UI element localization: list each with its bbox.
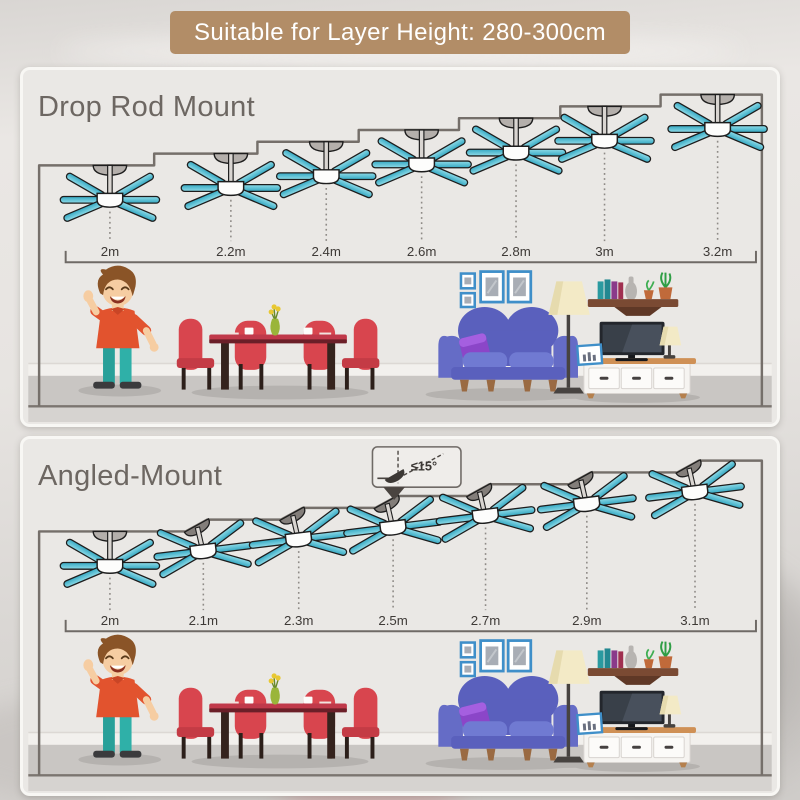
ceiling-fan	[668, 95, 767, 152]
height-guide-lines	[109, 503, 696, 611]
drop-rod-illustration: 2m 2.2m 2.4m 2.6m 2.8m 3m 3.2m	[23, 93, 777, 424]
ceiling-fan	[372, 130, 471, 187]
angle-callout: ≤15°	[371, 446, 462, 500]
ceiling-fan	[534, 470, 639, 532]
ceiling-fan	[340, 494, 445, 556]
measure-bracket	[64, 619, 757, 633]
ceiling-fan	[433, 482, 538, 544]
living-room-scene	[28, 266, 771, 422]
measurement-label: 2.7m	[471, 613, 501, 628]
panel-drop-rod-mount: Drop Rod Mount	[20, 67, 780, 427]
living-room-scene	[28, 635, 771, 791]
measurement-labels: 2m 2.1m 2.3m 2.5m 2.7m 2.9m 3.1m	[101, 613, 710, 628]
height-guide-lines	[109, 140, 719, 242]
callout-pointer	[383, 487, 405, 500]
ceiling-fan	[277, 142, 376, 199]
ceiling-fan	[151, 518, 256, 580]
angle-label: ≤15°	[411, 458, 437, 473]
measurement-label: 2.2m	[216, 244, 246, 259]
ceiling-fan	[246, 506, 351, 568]
measurement-label: 2m	[101, 613, 119, 628]
measurement-label: 3m	[595, 244, 613, 259]
panel-title: Drop Rod Mount	[38, 91, 255, 123]
measurement-label: 2.1m	[189, 613, 219, 628]
panel-title: Angled-Mount	[38, 460, 223, 492]
measurement-label: 2.9m	[572, 613, 602, 628]
header-banner: Suitable for Layer Height: 280-300cm	[170, 11, 630, 54]
angled-mount-illustration: 2m 2.1m 2.3m 2.5m 2.7m 2.9m 3.1m ≤15°	[23, 446, 777, 793]
measure-bracket	[64, 250, 757, 264]
ceiling-fan	[60, 165, 159, 222]
measurement-label: 2.4m	[312, 244, 342, 259]
angled-canopy-icon	[384, 468, 405, 484]
ceiling-fan	[555, 106, 654, 163]
measurement-labels: 2m 2.2m 2.4m 2.6m 2.8m 3m 3.2m	[101, 244, 733, 259]
ceiling-fan	[60, 531, 159, 588]
measurement-label: 2.6m	[407, 244, 437, 259]
measurement-label: 3.2m	[703, 244, 733, 259]
panel-angled-mount: Angled-Mount	[20, 436, 780, 796]
measurement-label: 2.8m	[501, 244, 530, 259]
measurement-label: 2.5m	[378, 613, 408, 628]
measurement-label: 2.3m	[284, 613, 314, 628]
measurement-label: 2m	[101, 244, 119, 259]
ceiling-fan	[181, 154, 280, 211]
banner-text: Suitable for Layer Height: 280-300cm	[194, 19, 606, 46]
measurement-label: 3.1m	[680, 613, 710, 628]
ceiling-fan	[466, 118, 565, 175]
ceiling-fan	[642, 459, 747, 521]
